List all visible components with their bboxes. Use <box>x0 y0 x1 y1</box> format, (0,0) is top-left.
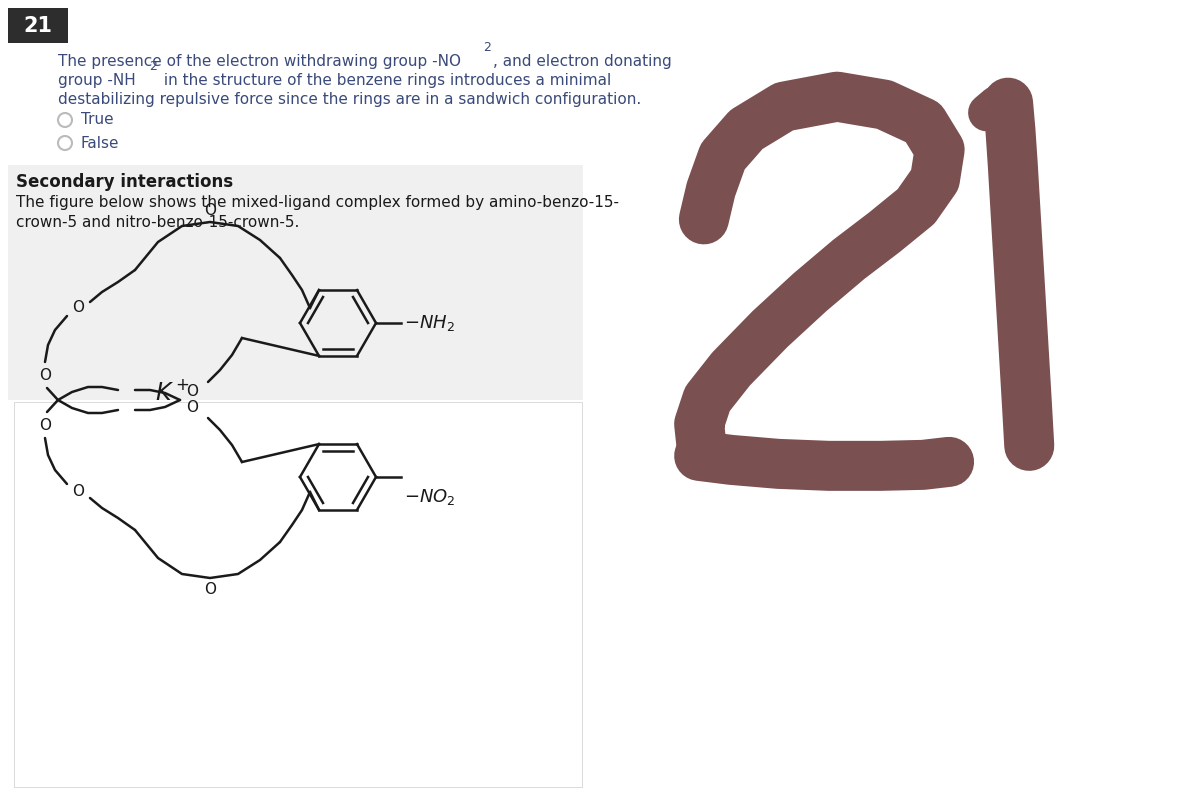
Text: destabilizing repulsive force since the rings are in a sandwich configuration.: destabilizing repulsive force since the … <box>58 92 641 107</box>
Text: 2: 2 <box>149 60 157 73</box>
Text: False: False <box>81 135 119 150</box>
Text: O: O <box>39 367 51 382</box>
Text: The presence of the electron withdrawing group -NO: The presence of the electron withdrawing… <box>58 54 461 69</box>
Text: in the structure of the benzene rings introduces a minimal: in the structure of the benzene rings in… <box>159 73 611 88</box>
Text: O: O <box>39 417 51 432</box>
Text: O: O <box>186 385 198 400</box>
Bar <box>14 402 582 787</box>
Text: O: O <box>72 484 84 499</box>
Text: 21: 21 <box>24 16 53 36</box>
Text: O: O <box>186 401 198 416</box>
Text: O: O <box>204 582 216 597</box>
Text: crown-5 and nitro-benzo-15-crown-5.: crown-5 and nitro-benzo-15-crown-5. <box>17 215 299 230</box>
Bar <box>8 8 68 43</box>
Text: True: True <box>81 113 113 127</box>
Bar <box>8 165 582 400</box>
Text: O: O <box>204 203 216 218</box>
Text: $-NO_2$: $-NO_2$ <box>404 487 455 507</box>
Text: group -NH: group -NH <box>58 73 136 88</box>
Text: O: O <box>72 301 84 316</box>
Text: The figure below shows the mixed-ligand complex formed by amino-benzo-15-: The figure below shows the mixed-ligand … <box>17 195 619 210</box>
Text: $K^+$: $K^+$ <box>154 381 190 405</box>
Text: $-NH_2$: $-NH_2$ <box>404 313 455 333</box>
Text: , and electron donating: , and electron donating <box>493 54 672 69</box>
Text: Secondary interactions: Secondary interactions <box>17 173 233 191</box>
Text: 2: 2 <box>483 41 490 54</box>
